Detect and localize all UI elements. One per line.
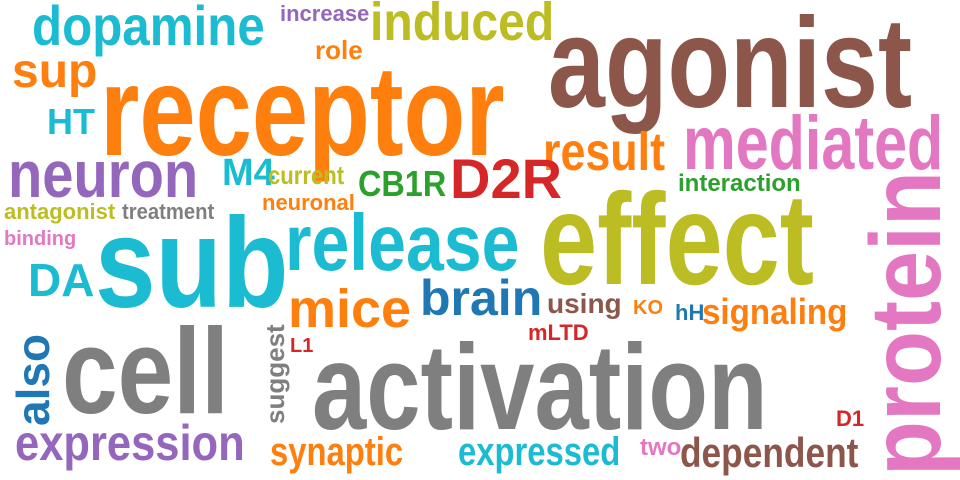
word-signaling: signaling [702,291,848,332]
word-result: result [543,122,666,182]
word-CB1R: CB1R [358,163,447,204]
word-antagonist: antagonist [4,199,116,224]
word-mLTD: mLTD [528,320,589,345]
word-treatment: treatment [122,199,215,224]
word-receptor: receptor [100,40,505,183]
word-mice: mice [288,279,412,339]
word-brain: brain [420,270,543,326]
word-two: two [640,434,682,461]
word-dependent: dependent [680,429,859,476]
word-D1: D1 [836,406,865,431]
word-agonist: agonist [548,0,913,135]
word-effect: effect [540,166,814,312]
word-D2R: D2R [450,147,563,210]
word-neuron: neuron [8,137,199,211]
word-using: using [547,288,622,319]
word-increase: increase [280,1,370,26]
word-interaction: interaction [678,170,801,197]
word-suggest: suggest [260,324,290,424]
word-synaptic: synaptic [270,430,404,474]
word-expression: expression [15,415,245,471]
word-role: role [315,35,363,65]
word-also: also [7,333,59,426]
word-HT: HT [47,101,95,142]
word-cell: cell [62,303,229,439]
word-current: current [268,160,345,190]
word-activation: activation [312,319,768,455]
word-release: release [285,198,520,287]
word-mediated: mediated [683,101,944,186]
word-neuronal: neuronal [262,190,355,215]
word-hH: hH [675,300,705,325]
word-M4: M4 [222,152,275,194]
word-sup: sup [12,45,98,98]
word-expressed: expressed [458,430,621,474]
word-binding: binding [4,228,77,250]
word-sub: sub [95,192,289,335]
word-dopamine: dopamine [32,0,265,57]
word-L1: L1 [290,335,314,357]
word-protein: protein [850,171,960,476]
word-induced: induced [370,0,555,52]
word-DA: DA [28,254,95,306]
word-KO: KO [633,297,663,319]
